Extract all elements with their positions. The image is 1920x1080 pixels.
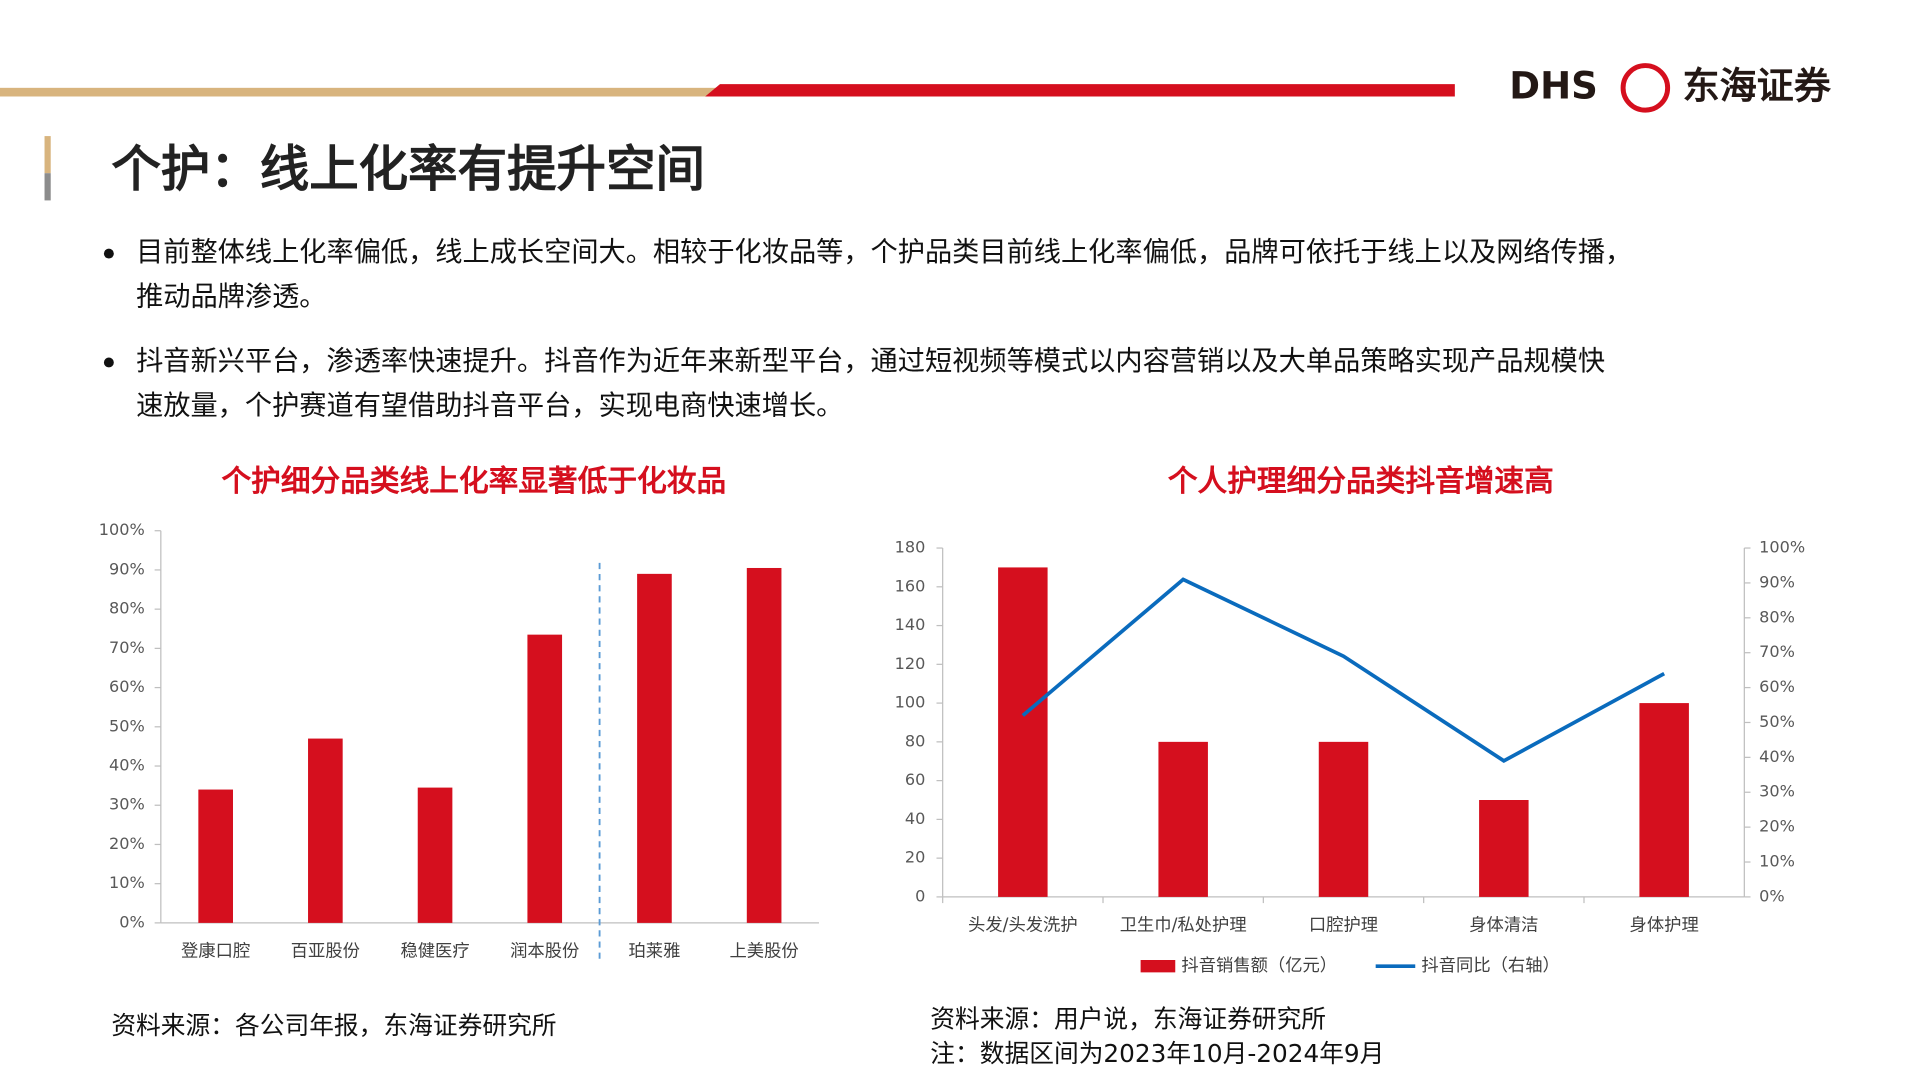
bar [417,787,453,923]
y-tick-label: 40 [905,809,925,828]
y2-tick-label: 50% [1759,712,1795,731]
bar [1479,800,1529,897]
y2-tick-label: 60% [1759,677,1795,696]
y-tick-label: 120 [895,654,926,673]
x-tick-label: 身体清洁 [1469,915,1538,935]
legend-swatch [1140,960,1176,973]
y-tick-label: 50% [109,716,145,735]
x-tick-label: 卫生巾/私处护理 [1120,915,1247,935]
y2-tick-label: 100% [1759,538,1805,557]
y-tick-label: 0 [915,886,925,905]
bullet-text: 速放量，个护赛道有望借助抖音平台，实现电商快速增长。 [136,391,843,422]
bar [198,789,233,923]
source-note: 注：数据区间为2023年10月-2024年9月 [930,1039,1384,1068]
x-tick-label: 百亚股份 [291,941,360,961]
y-tick-label: 20 [905,848,925,867]
bullet-dot [103,248,114,259]
y-tick-label: 140 [895,615,926,634]
bar [637,573,672,923]
x-tick-label: 头发/头发洗护 [968,915,1078,935]
y-tick-label: 60 [905,770,925,789]
x-tick-label: 润本股份 [510,941,579,961]
y-tick-label: 10% [109,873,145,892]
y2-tick-label: 20% [1759,817,1795,836]
bullet-text: 目前整体线上化率偏低，线上成长空间大。相较于化妆品等，个护品类目前线上化率偏低，… [136,237,1632,268]
x-tick-label: 珀莱雅 [628,941,680,961]
x-tick-label: 稳健医疗 [400,941,469,961]
y2-tick-label: 80% [1759,607,1795,626]
line-series [1021,577,1666,764]
x-tick-label: 上美股份 [730,941,799,961]
bar [308,738,343,923]
slide-title: 个护：线上化率有提升空间 [111,140,705,198]
source-note: 资料来源：用户说，东海证券研究所 [930,1005,1326,1034]
x-tick-label: 口腔护理 [1309,915,1378,935]
chart-title: 个人护理细分品类抖音增速高 [1168,464,1554,499]
bar [746,567,782,923]
title-accent [44,136,51,174]
source-note: 资料来源：各公司年报，东海证券研究所 [111,1011,556,1040]
y2-tick-label: 90% [1759,572,1795,591]
bar [1639,703,1689,897]
title-accent [44,173,51,201]
y-tick-label: 100% [99,520,145,539]
x-tick-label: 身体护理 [1630,915,1699,935]
x-tick-label: 登康口腔 [181,941,250,961]
logo-icon [1620,63,1671,113]
logo-cn: 东海证券 [1682,64,1831,107]
header-band [0,87,718,97]
legend-label: 抖音销售额（亿元） [1181,956,1337,976]
y-tick-label: 0% [119,912,145,931]
y-tick-label: 20% [109,834,145,853]
y2-tick-label: 10% [1759,852,1795,871]
y2-tick-label: 40% [1759,747,1795,766]
bullet-text: 抖音新兴平台，渗透率快速提升。抖音作为近年来新型平台，通过短视频等模式以内容营销… [136,346,1605,377]
bullet-dot [103,357,114,368]
y-tick-label: 90% [109,559,145,578]
bar [998,567,1048,897]
y-tick-label: 40% [109,756,145,775]
y-tick-label: 80 [905,731,925,750]
y-tick-label: 100 [895,693,926,712]
y2-tick-label: 70% [1759,642,1795,661]
bar [1158,741,1208,897]
bullet-text: 推动品牌渗透。 [136,282,326,313]
y-tick-label: 160 [895,576,926,595]
bar [1318,741,1369,897]
y-tick-label: 80% [109,599,145,618]
bar [527,634,563,923]
y-tick-label: 70% [109,638,145,657]
header-band [705,84,1455,97]
y-tick-label: 60% [109,677,145,696]
legend-label: 抖音同比（右轴） [1421,956,1559,976]
y-tick-label: 180 [895,538,926,557]
y2-tick-label: 0% [1759,886,1785,905]
chart-title: 个护细分品类线上化率显著低于化妆品 [221,464,726,499]
y2-tick-label: 30% [1759,782,1795,801]
y-tick-label: 30% [109,795,145,814]
logo-en: DHS [1509,64,1598,107]
